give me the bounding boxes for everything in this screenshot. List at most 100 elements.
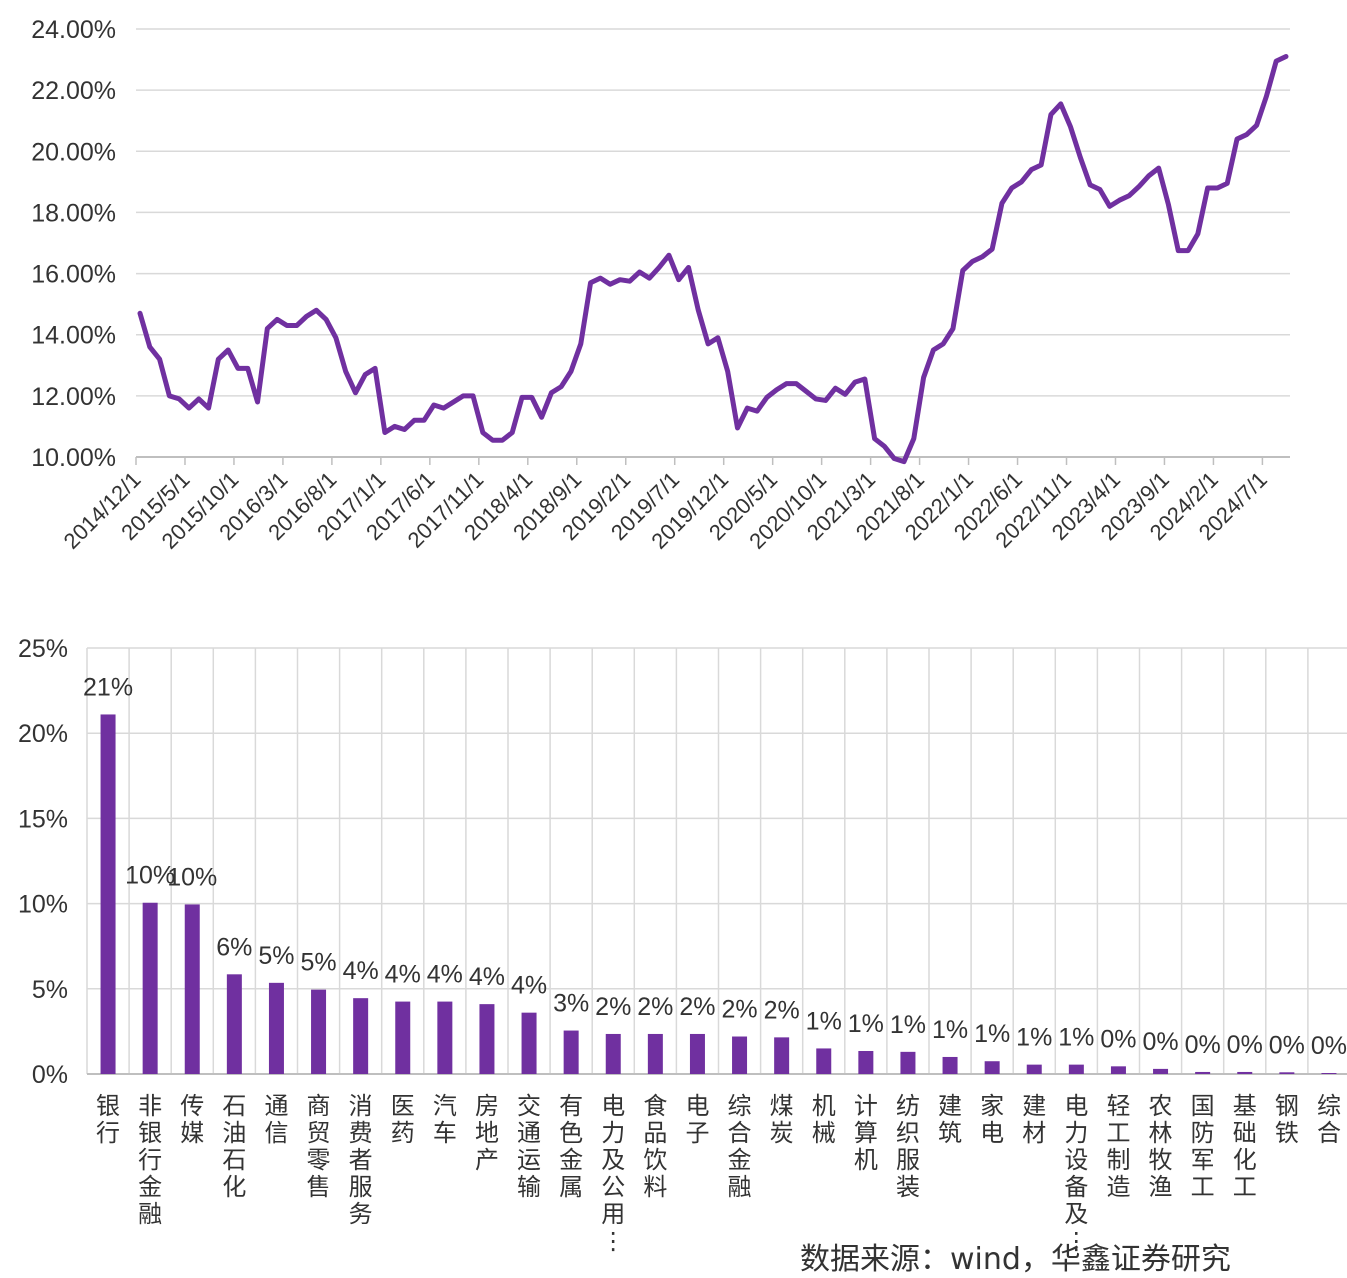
bar-data-label: 4% (385, 961, 421, 989)
bar (605, 1033, 621, 1074)
line-y-tick-label: 22.00% (31, 77, 116, 105)
bar-category-label: 综合 (1317, 1093, 1341, 1147)
bar-category-label: 石油石化 (222, 1093, 246, 1201)
bar-data-label: 4% (511, 972, 547, 1000)
bar-data-label: 0% (1142, 1028, 1178, 1056)
source-note: 数据来源：wind，华鑫证券研究 (800, 1242, 1231, 1277)
bar-category-label: 电力设备及⋮ (1064, 1093, 1088, 1255)
bar-category-label: 电力及公用⋮ (601, 1093, 625, 1255)
bar (858, 1050, 874, 1074)
bar (1321, 1073, 1337, 1074)
bar (100, 714, 116, 1074)
bar-data-label: 0% (1185, 1031, 1221, 1059)
bar-data-label: 0% (1269, 1031, 1305, 1059)
bar-y-tick-label: 15% (18, 805, 68, 833)
bar-data-label: 1% (974, 1020, 1010, 1048)
bar (1026, 1064, 1042, 1074)
bar (353, 998, 369, 1074)
line-y-tick-label: 16.00% (31, 261, 116, 289)
bar-category-label: 纺织服装 (896, 1093, 920, 1201)
bar (311, 989, 327, 1074)
bar-data-label: 1% (806, 1007, 842, 1035)
bar (1068, 1064, 1084, 1074)
bar (732, 1036, 748, 1074)
bar-category-label: 银行 (96, 1093, 120, 1147)
bar-data-label: 1% (890, 1011, 926, 1039)
bar-category-label: 电子 (685, 1093, 709, 1147)
bar-y-tick-label: 20% (18, 720, 68, 748)
bar-data-label: 2% (595, 993, 631, 1021)
bar-category-label: 消费者服务 (349, 1093, 373, 1228)
bar (647, 1033, 663, 1074)
bar (774, 1037, 790, 1074)
bar-category-label: 计算机 (854, 1093, 878, 1174)
bar-data-label: 1% (848, 1010, 884, 1038)
line-y-tick-label: 24.00% (31, 16, 116, 44)
line-y-tick-label: 18.00% (31, 199, 116, 227)
bar (1279, 1072, 1295, 1074)
bar (142, 902, 158, 1074)
bar-data-label: 5% (258, 942, 294, 970)
line-y-tick-label: 12.00% (31, 383, 116, 411)
bar-category-label: 食品饮料 (643, 1093, 667, 1201)
bar-category-label: 钢铁 (1275, 1093, 1299, 1147)
bar-data-label: 1% (1058, 1024, 1094, 1052)
bar (268, 982, 284, 1074)
bar (563, 1030, 579, 1074)
bar-data-label: 0% (1227, 1031, 1263, 1059)
bar-data-label: 10% (125, 862, 175, 890)
bar (521, 1012, 537, 1074)
bar-category-label: 交通运输 (517, 1093, 541, 1201)
bar-category-label: 轻工制造 (1106, 1093, 1130, 1201)
bar (689, 1033, 705, 1074)
bar-data-label: 4% (343, 957, 379, 985)
bar (1237, 1071, 1253, 1074)
bar-category-label: 基础化工 (1233, 1093, 1257, 1201)
bar-data-label: 0% (1311, 1032, 1347, 1060)
bar-y-tick-label: 10% (18, 891, 68, 919)
line-y-tick-label: 10.00% (31, 444, 116, 472)
bar-category-label: 建材 (1022, 1093, 1046, 1147)
bar-category-label: 家电 (980, 1093, 1004, 1147)
bar-data-label: 1% (932, 1016, 968, 1044)
bar (1110, 1066, 1126, 1074)
bar (1195, 1071, 1211, 1074)
bar (226, 974, 242, 1074)
bar-category-label: 商贸零售 (307, 1093, 331, 1201)
bar-data-label: 2% (764, 996, 800, 1024)
bar-data-label: 0% (1100, 1025, 1136, 1053)
bar-category-label: 综合金融 (728, 1093, 752, 1201)
bar-y-tick-label: 0% (32, 1061, 68, 1089)
bar (942, 1056, 958, 1074)
bar-data-label: 4% (469, 963, 505, 991)
bar-category-label: 建筑 (938, 1093, 962, 1147)
bar (395, 1001, 411, 1074)
line-y-tick-label: 20.00% (31, 138, 116, 166)
bar-data-label: 2% (721, 996, 757, 1024)
bar-category-label: 机械 (812, 1093, 836, 1147)
bar-data-label: 10% (167, 863, 217, 891)
bar-category-label: 房地产 (475, 1093, 499, 1174)
bar-y-tick-label: 25% (18, 635, 68, 663)
bar-category-label: 农林牧渔 (1149, 1093, 1173, 1201)
line-y-tick-label: 14.00% (31, 322, 116, 350)
bar-category-label: 国防军工 (1191, 1093, 1215, 1201)
line-series (137, 54, 1289, 465)
bar (900, 1051, 916, 1074)
bar-category-label: 汽车 (433, 1093, 457, 1147)
bar-data-label: 6% (216, 933, 252, 961)
bar-data-label: 1% (1016, 1024, 1052, 1052)
bar (816, 1048, 832, 1074)
bar-data-label: 2% (679, 993, 715, 1021)
bar-data-label: 5% (300, 949, 336, 977)
bar (1153, 1068, 1169, 1074)
bar (437, 1001, 453, 1074)
bar-data-label: 21% (83, 673, 133, 701)
bar-category-label: 医药 (391, 1093, 415, 1147)
bar-data-label: 2% (637, 993, 673, 1021)
bar-category-label: 通信 (264, 1093, 288, 1147)
bar-category-label: 非银行金融 (138, 1093, 162, 1228)
bar (984, 1061, 1000, 1074)
